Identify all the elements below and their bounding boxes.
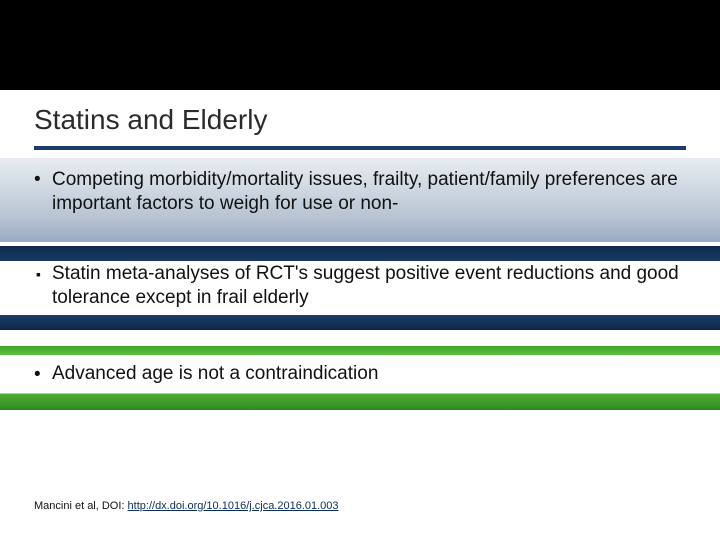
title-underline — [34, 146, 686, 150]
bullet-text-3: Advanced age is not a contraindication — [0, 346, 720, 396]
bullet-row-1: Competing morbidity/mortality issues, fr… — [0, 158, 720, 242]
citation: Mancini et al, DOI: http://dx.doi.org/10… — [34, 500, 339, 512]
citation-prefix: Mancini et al, DOI: — [34, 500, 128, 512]
bullet-text-2: Statin meta-analyses of RCT's suggest po… — [0, 246, 720, 321]
title-block: Statins and Elderly — [0, 90, 720, 158]
bullet-list: Competing morbidity/mortality issues, fr… — [0, 158, 720, 410]
doi-link[interactable]: http://dx.doi.org/10.1016/j.cjca.2016.01… — [128, 500, 339, 512]
bullet-row-2: Statin meta-analyses of RCT's suggest po… — [0, 246, 720, 330]
bullet-row-3: Advanced age is not a contraindication — [0, 346, 720, 410]
top-black-band — [0, 0, 720, 90]
bullet-text-1: Competing morbidity/mortality issues, fr… — [0, 158, 720, 227]
slide-title: Statins and Elderly — [34, 104, 686, 136]
